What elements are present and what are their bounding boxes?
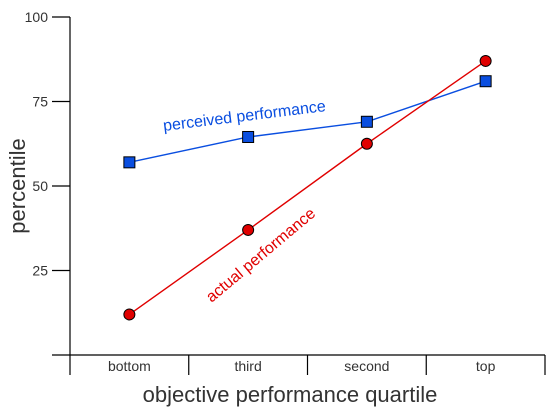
- y-tick-label: 25: [32, 263, 48, 279]
- data-point-actual-performance: [360, 137, 373, 150]
- series-group: [123, 54, 492, 321]
- y-tick-label: 100: [25, 9, 49, 25]
- data-point-perceived-performance: [242, 130, 255, 143]
- data-point-actual-performance: [242, 223, 255, 236]
- series-line-actual-performance: [128, 60, 487, 316]
- data-point-perceived-performance: [360, 115, 373, 128]
- axes: [52, 17, 545, 356]
- x-tick-label: bottom: [108, 358, 151, 374]
- y-tick-label: 75: [32, 94, 48, 110]
- data-point-perceived-performance: [123, 156, 136, 169]
- y-axis-title: percentile: [5, 138, 30, 233]
- x-axis-title: objective performance quartile: [143, 382, 438, 407]
- y-tick-label: 50: [32, 178, 48, 194]
- data-point-actual-performance: [479, 54, 492, 67]
- x-ticks: bottom third second top: [69, 355, 546, 375]
- x-tick-label: second: [344, 358, 389, 374]
- x-tick-label: top: [476, 358, 496, 374]
- x-tick-label: third: [235, 358, 262, 374]
- y-ticks: 25 50 75 100: [25, 9, 70, 279]
- data-point-perceived-performance: [479, 75, 492, 88]
- data-point-actual-performance: [123, 308, 136, 321]
